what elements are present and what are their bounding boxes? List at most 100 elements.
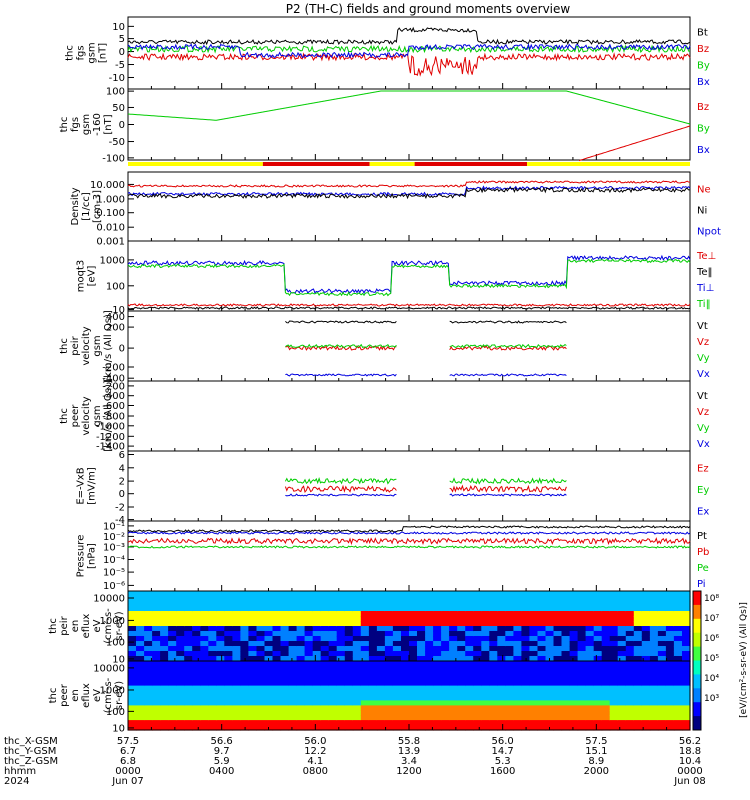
spectrogram-cell [184,715,193,721]
spectrogram-cell [216,690,225,697]
spectrogram-cell [256,626,266,632]
spectrogram-cell [312,616,322,622]
spectrogram-cell [360,670,370,677]
legend-Ti‖: Ti‖ [696,299,711,310]
spectrogram-cell [360,656,370,662]
spectrogram-cell [336,591,346,597]
spectrogram-cell [168,631,177,637]
spectrogram-cell [409,725,418,731]
spectrogram-cell [513,690,522,697]
colorbar-tick: 10⁷ [704,614,719,624]
spectrogram-cell [577,680,587,687]
spectrogram-cell [208,705,217,711]
spectrogram-cell [682,725,691,731]
spectrogram-cell [617,631,627,637]
spectrogram-cell [585,695,595,701]
spectrogram-cell [497,596,506,602]
spectrogram-cell [168,695,177,701]
spectrogram-cell [200,695,209,701]
spectrogram-cell [320,631,330,637]
y-tick-label: -2 [115,503,125,514]
panel-frame [127,16,691,90]
spectrogram-cell [617,656,627,662]
spectrogram-cell [457,675,466,682]
spectrogram-cell [601,720,611,726]
spectrogram-cell [673,616,683,622]
spectrogram-cell [601,591,611,597]
spectrogram-cell [320,646,330,652]
spectrogram-cell [264,705,274,711]
spectrogram-cell [264,611,274,617]
spectrogram-cell [577,661,587,667]
spectrogram-cell [609,631,619,637]
spectrogram-cell [296,695,306,701]
spectrogram-cell [449,596,458,602]
spectrogram-cell [328,631,338,637]
spectrogram-cell [657,606,667,612]
spectrogram-cell [232,690,241,697]
spectrogram-cell [264,591,274,597]
spectrogram-cell [288,725,298,731]
spectrogram-cell [441,700,450,706]
trace-Ey [284,477,397,485]
spectrogram-cell [304,700,314,706]
spectrogram-cell [288,621,298,627]
spectrogram-cell [184,626,193,632]
spectrogram-cell [553,636,563,642]
spectrogram-cell [569,631,579,637]
x-axis-value: 5.9 [214,756,230,767]
spectrogram-cell [392,646,402,652]
spectrogram-cell [232,651,241,657]
y-label-line: [eV] [87,266,98,287]
spectrogram-cell [368,685,378,692]
spectrogram-cell [352,636,362,642]
spectrogram-cell [481,611,490,617]
spectrogram-cell [272,670,282,677]
spectrogram-cell [240,670,249,677]
spectrogram-cell [633,715,643,721]
spectrogram-cell [152,616,161,622]
spectrogram-cell [457,626,466,632]
spectrogram-cell [128,685,137,692]
spectrogram-cell [593,695,603,701]
spectrogram-cell [352,680,362,687]
y-tick-label: 0.100 [96,208,125,219]
spectrogram-cell [529,715,538,721]
spectrogram-cell [625,675,635,682]
spectrogram-cell [328,616,338,622]
spectrogram-cell [417,675,426,682]
spectrogram-cell [296,591,306,597]
spectrogram-cell [224,631,233,637]
spectrogram-cell [384,621,394,627]
spectrogram-cell [352,646,362,652]
spectrogram-cell [288,611,298,617]
spectrogram-cell [272,700,282,706]
spectrogram-cell [320,596,330,602]
spectrogram-cell [152,641,161,647]
spectrogram-cell [593,700,603,706]
spectrogram-cell [593,656,603,662]
spectrogram-cell [280,695,290,701]
spectrogram-cell [152,601,161,607]
spectrogram-cell [617,680,627,687]
spectrogram-cell [537,710,547,716]
spectrogram-cell [521,646,530,652]
spectrogram-cell [248,715,257,721]
spectrogram-cell [168,675,177,682]
spectrogram-cell [673,670,683,677]
spectrogram-cell [601,690,611,697]
spectrogram-cell [208,651,217,657]
spectrogram-cell [152,720,161,726]
legend-Ez: Ez [697,464,709,475]
spectrogram-cell [272,616,282,622]
spectrogram-cell [224,705,233,711]
spectrogram-cell [441,621,450,627]
spectrogram-cell [304,646,314,652]
spectrogram-cell [144,720,153,726]
spectrogram-cell [360,646,370,652]
spectrogram-cell [673,700,683,706]
spectrogram-cell [336,700,346,706]
spectrogram-cell [344,675,354,682]
